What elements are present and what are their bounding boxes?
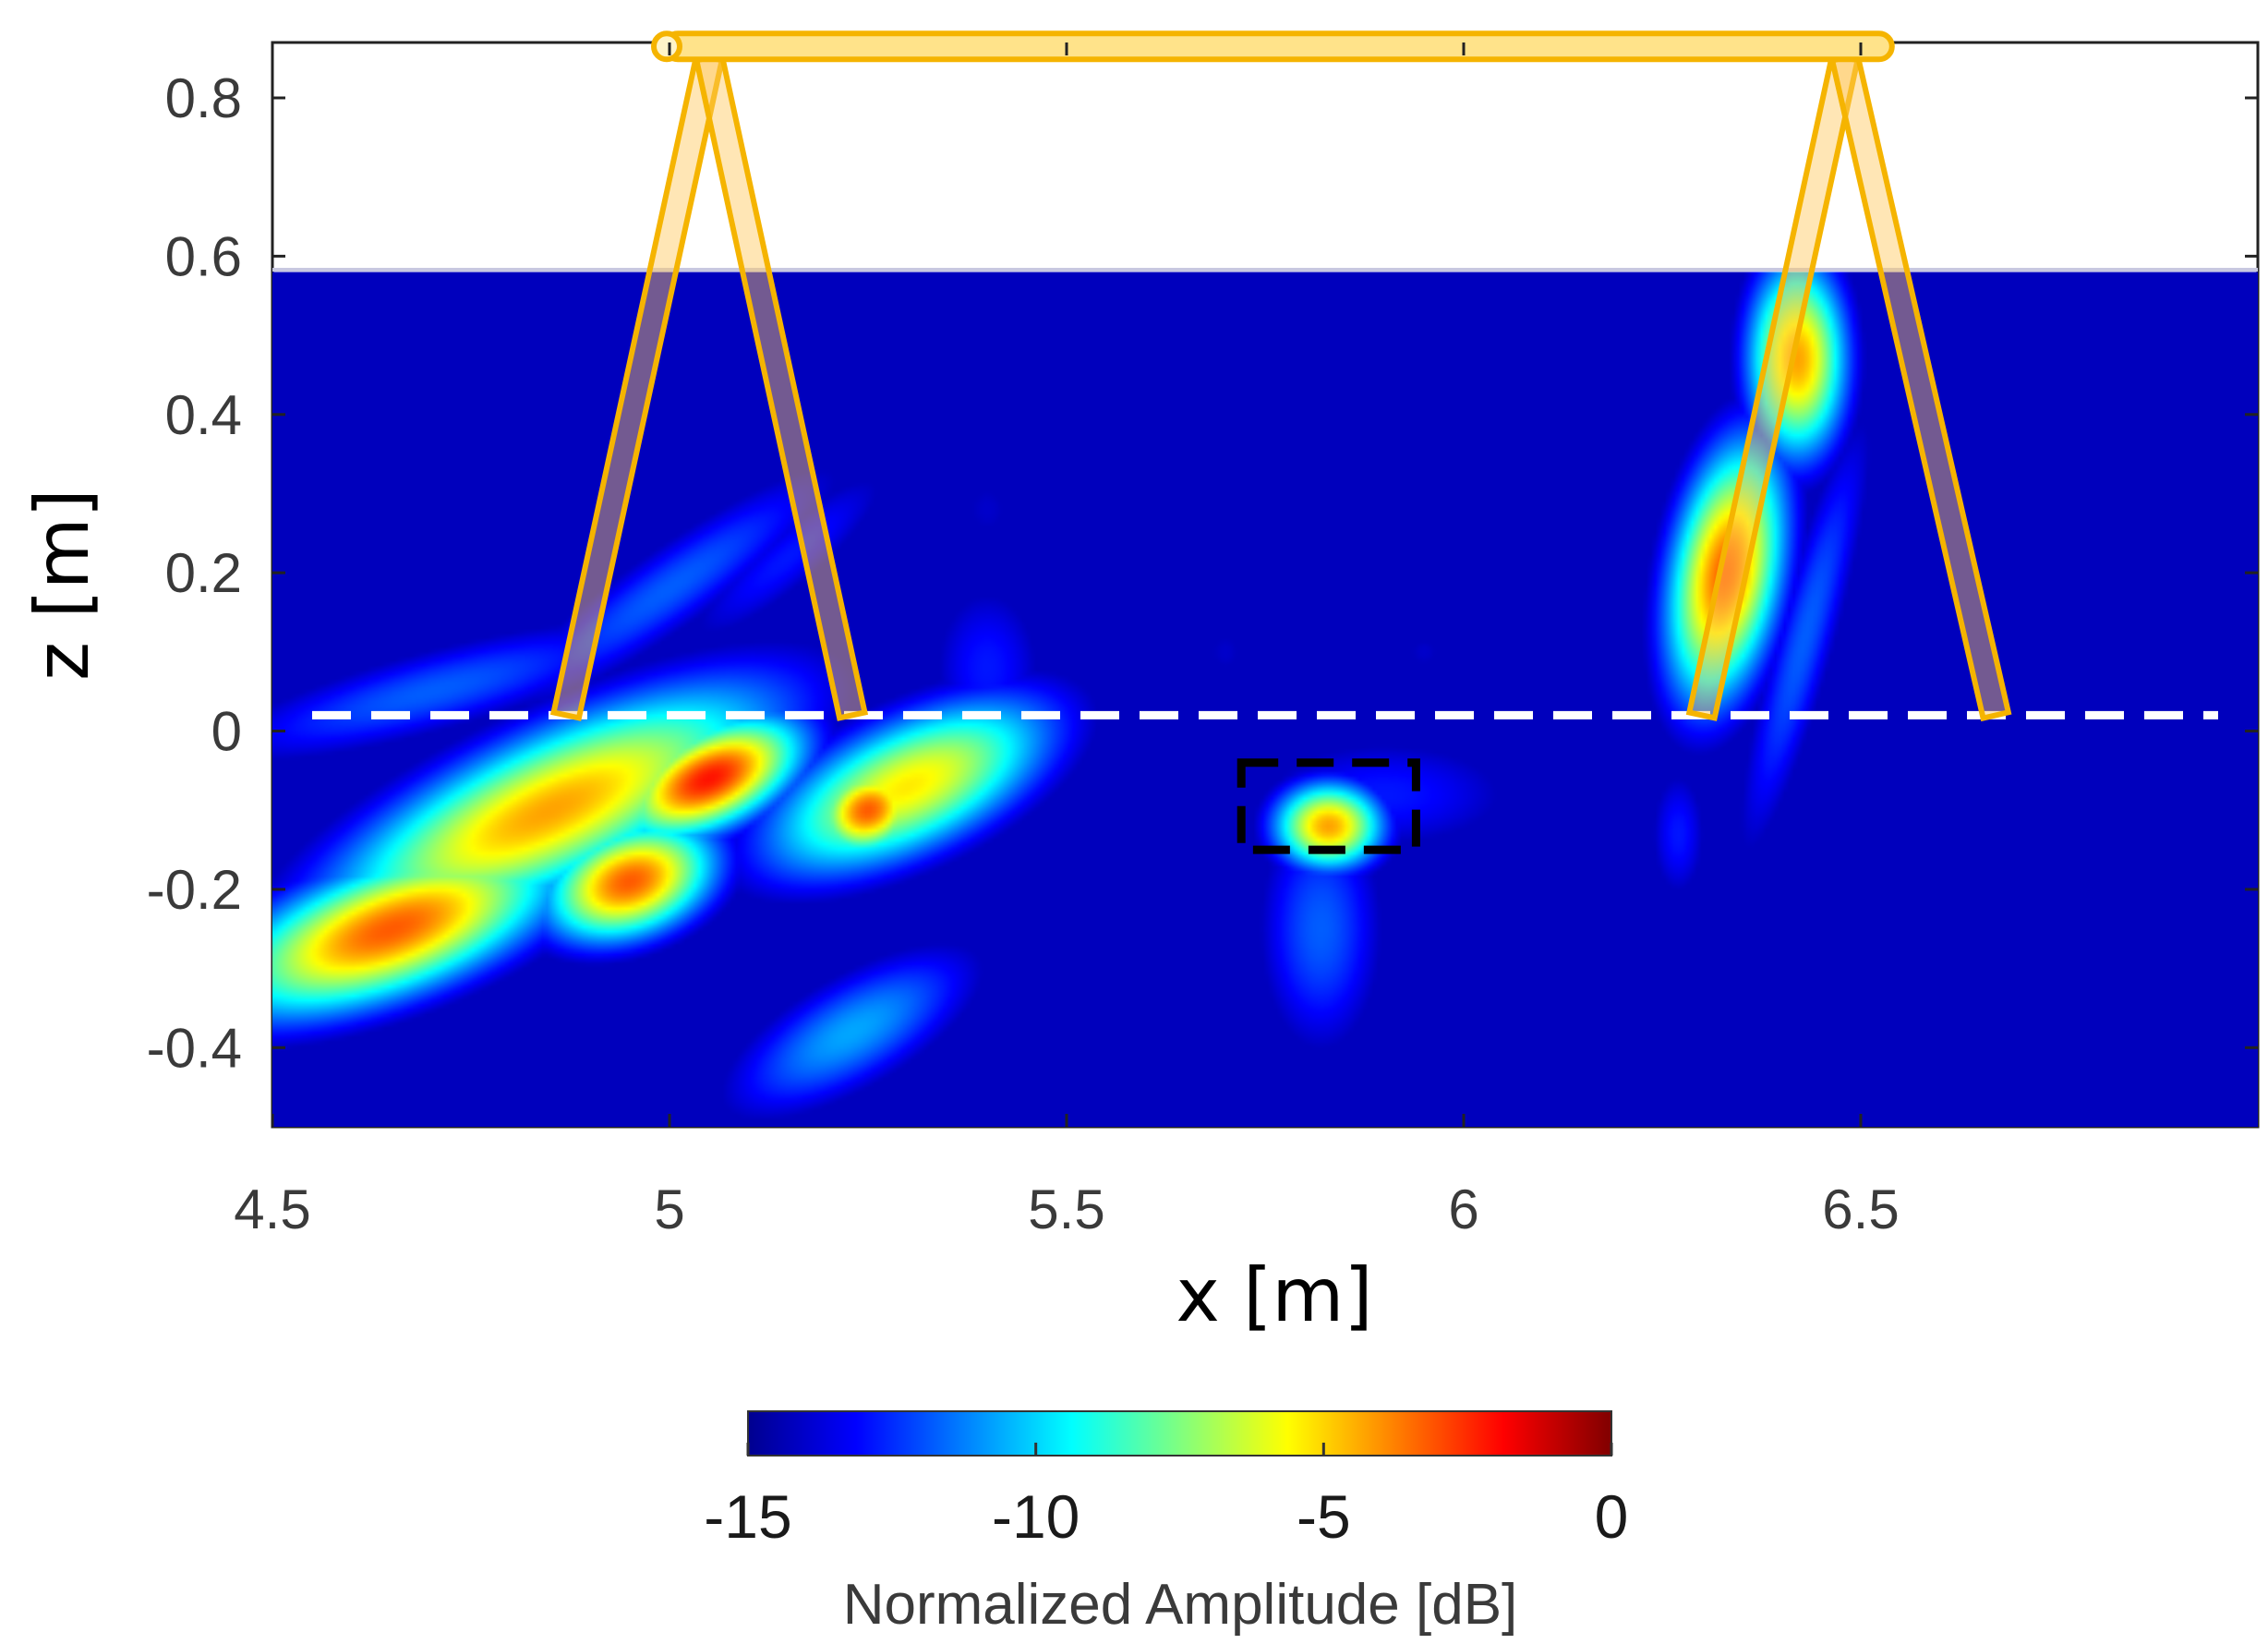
x-tick-label: 6 xyxy=(1448,1179,1478,1240)
x-tick-label: 5 xyxy=(654,1179,684,1240)
colorbar-tick-label: 0 xyxy=(1595,1482,1629,1551)
colorbar xyxy=(747,1410,1612,1457)
colorbar-tick-label: -5 xyxy=(1297,1482,1351,1551)
colorbar-label: Normalized Amplitude [dB] xyxy=(843,1573,1518,1637)
y-tick-label: -0.2 xyxy=(147,859,242,921)
x-tick-label: 6.5 xyxy=(1822,1179,1899,1240)
heatmap-image xyxy=(272,272,2258,1127)
y-tick-label: 0.4 xyxy=(165,384,242,446)
y-tick-label: 0.6 xyxy=(165,225,242,287)
y-tick-label: -0.4 xyxy=(147,1017,242,1079)
y-tick-label: 0.2 xyxy=(165,542,242,604)
y-axis-label: z [m] xyxy=(19,489,105,681)
x-tick-label: 4.5 xyxy=(234,1179,310,1240)
x-tick-label: 5.5 xyxy=(1028,1179,1104,1240)
x-axis-label: x [m] xyxy=(1176,1252,1372,1338)
y-tick-label: 0.8 xyxy=(165,67,242,129)
target-box xyxy=(1237,758,1420,854)
rail-end-cap xyxy=(651,30,682,63)
equipment-rail xyxy=(662,30,1895,63)
y-tick-label: 0 xyxy=(211,701,242,763)
colorbar-tick-label: -10 xyxy=(992,1482,1080,1551)
colorbar-tick-label: -15 xyxy=(704,1482,791,1551)
